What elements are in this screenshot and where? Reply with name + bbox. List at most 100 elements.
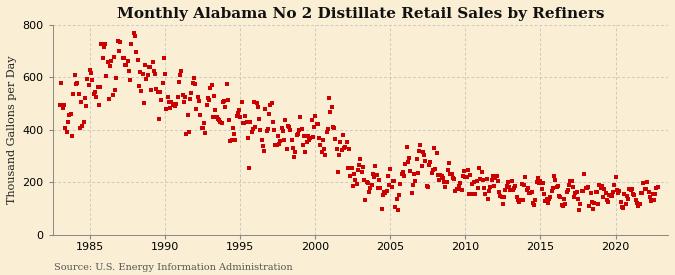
Point [270,142,281,147]
Point [350,178,360,182]
Point [562,188,573,193]
Point [637,191,647,196]
Point [93,103,104,107]
Point [288,145,298,150]
Point [282,124,293,128]
Point [645,195,655,199]
Point [70,73,80,78]
Point [159,56,169,61]
Point [238,121,248,125]
Point [579,172,590,177]
Point [367,171,378,176]
Point [161,106,172,111]
Point [486,178,497,182]
Point [192,95,203,100]
Point [205,86,215,90]
Point [632,201,643,205]
Point [105,64,115,68]
Point [230,138,241,142]
Point [373,186,383,191]
Point [151,87,162,91]
Y-axis label: Thousand Gallons per Day: Thousand Gallons per Day [7,56,17,204]
Point [340,145,351,149]
Point [247,127,258,132]
Point [349,172,360,177]
Point [371,173,382,177]
Point [115,40,126,44]
Point [81,103,92,108]
Point [439,180,450,184]
Point [138,100,149,105]
Point [383,183,394,188]
Point [628,191,639,196]
Point [435,173,446,177]
Point [454,184,464,188]
Point [206,83,217,87]
Point [545,195,556,199]
Point [165,106,176,110]
Point [135,70,146,74]
Point [534,181,545,185]
Point [178,93,188,97]
Point [113,49,124,53]
Point [515,198,526,202]
Point [156,98,167,102]
Point [629,193,640,197]
Point [239,120,250,125]
Point [360,198,371,202]
Point [484,189,495,193]
Point [374,178,385,182]
Point [134,84,144,89]
Point [95,85,105,89]
Point [491,174,502,178]
Point [225,139,236,144]
Point [443,167,454,172]
Point [150,72,161,76]
Point [510,184,521,189]
Point [226,138,237,142]
Point [257,144,268,148]
Point [266,101,277,105]
Point [455,181,466,185]
Point [599,187,610,191]
Point [565,179,576,183]
Point [426,171,437,176]
Point [430,167,441,172]
Point [608,189,618,194]
Point [399,173,410,178]
Point [569,195,580,200]
Point [222,98,233,102]
Point [311,122,322,127]
Point [252,104,263,109]
Point [235,114,246,119]
Point [57,105,68,110]
Point [506,179,517,183]
Point [90,90,101,95]
Point [232,111,243,115]
Point [273,133,284,138]
Point [213,118,224,123]
Point [356,170,367,174]
Point [612,188,622,192]
Point [497,202,508,207]
Point [63,120,74,124]
Point [626,187,637,191]
Point [511,195,522,199]
Point [589,200,599,205]
Point [73,92,84,96]
Point [242,136,253,141]
Point [354,162,364,167]
Point [111,76,122,80]
Point [148,68,159,73]
Point [201,103,212,107]
Point [298,134,309,138]
Point [530,198,541,202]
Point [221,82,232,86]
Point [236,100,247,105]
Point [395,182,406,186]
Point [588,207,599,211]
Point [163,100,174,104]
Point [291,133,302,137]
Point [240,114,250,119]
Point [468,180,479,185]
